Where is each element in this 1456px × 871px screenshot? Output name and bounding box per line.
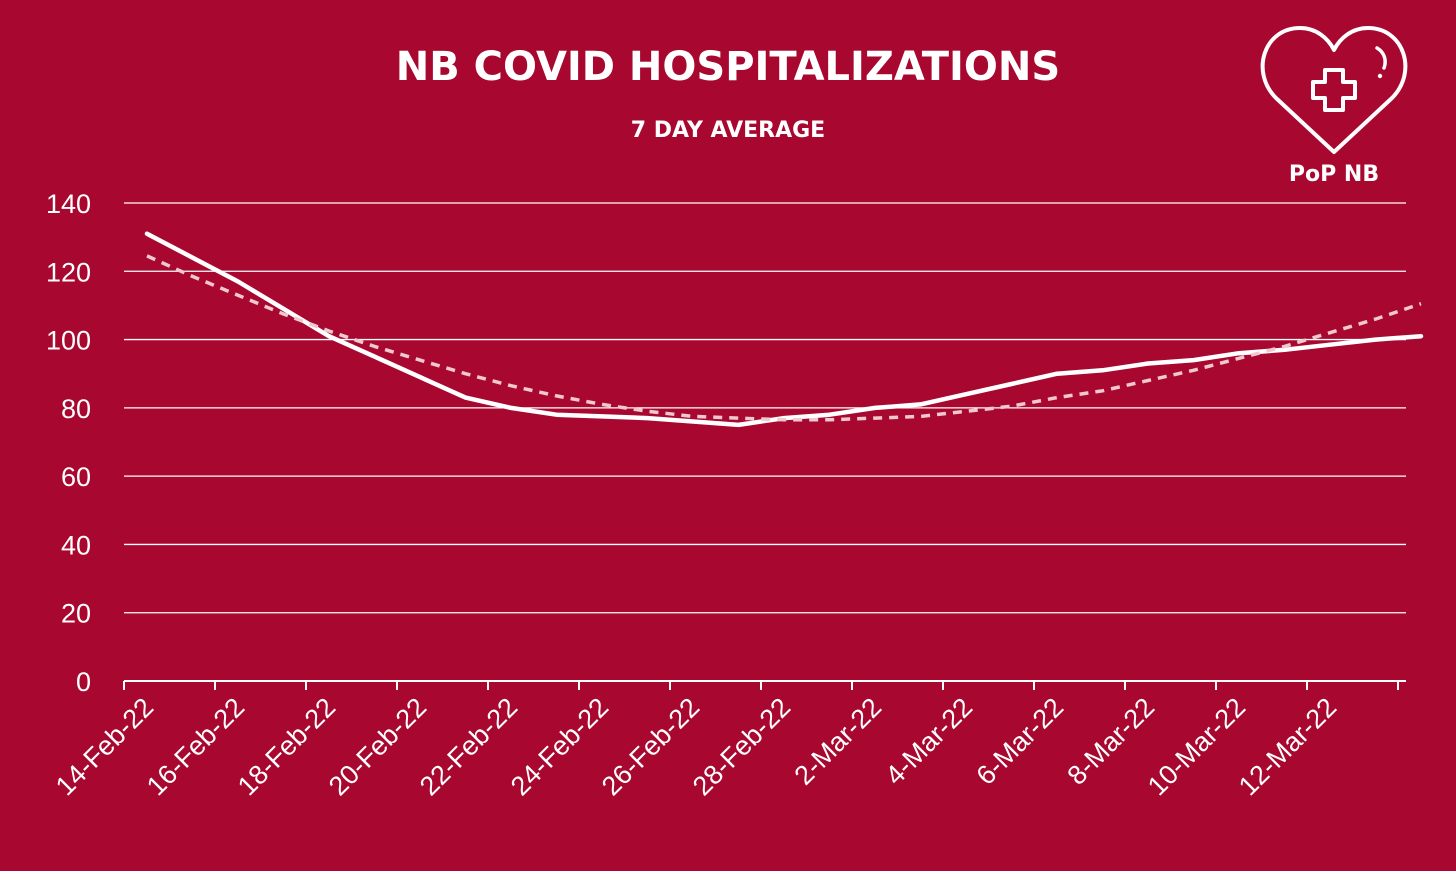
x-tick-label: 26-Feb-22 bbox=[596, 692, 705, 801]
series-line-solid bbox=[144, 231, 1424, 428]
chart-title: NB COVID HOSPITALIZATIONS bbox=[395, 44, 1061, 90]
x-tick-label: 28-Feb-22 bbox=[687, 692, 796, 801]
x-tick-label: 12-Mar-22 bbox=[1233, 692, 1342, 801]
x-tick-label: 2-Mar-22 bbox=[789, 692, 888, 791]
x-tick-label: 4-Mar-22 bbox=[880, 692, 979, 791]
y-tick-label: 100 bbox=[46, 326, 91, 356]
y-tick-label: 0 bbox=[76, 667, 91, 697]
x-tick-label: 14-Feb-22 bbox=[50, 692, 159, 801]
x-tick-label: 18-Feb-22 bbox=[232, 692, 341, 801]
x-tick-label: 22-Feb-22 bbox=[414, 692, 523, 801]
y-tick-label: 140 bbox=[46, 189, 91, 219]
y-tick-label: 120 bbox=[46, 257, 91, 287]
chart-subtitle: 7 DAY AVERAGE bbox=[630, 118, 826, 143]
y-tick-label: 60 bbox=[61, 462, 91, 492]
y-tick-label: 20 bbox=[61, 599, 91, 629]
x-tick-label: 16-Feb-22 bbox=[141, 692, 250, 801]
logo-text: PoP NB bbox=[1288, 162, 1380, 187]
x-tick-label: 24-Feb-22 bbox=[505, 692, 614, 801]
y-tick-label: 80 bbox=[61, 394, 91, 424]
x-tick-label: 6-Mar-22 bbox=[971, 692, 1070, 791]
pop-nb-logo: PoP NB bbox=[1256, 14, 1412, 194]
x-tick-label: 10-Mar-22 bbox=[1142, 692, 1251, 801]
y-tick-label: 40 bbox=[61, 530, 91, 560]
x-tick-label: 20-Feb-22 bbox=[323, 692, 432, 801]
trend-line-dashed bbox=[146, 254, 1422, 422]
heart-with-cross-icon bbox=[1260, 26, 1408, 154]
